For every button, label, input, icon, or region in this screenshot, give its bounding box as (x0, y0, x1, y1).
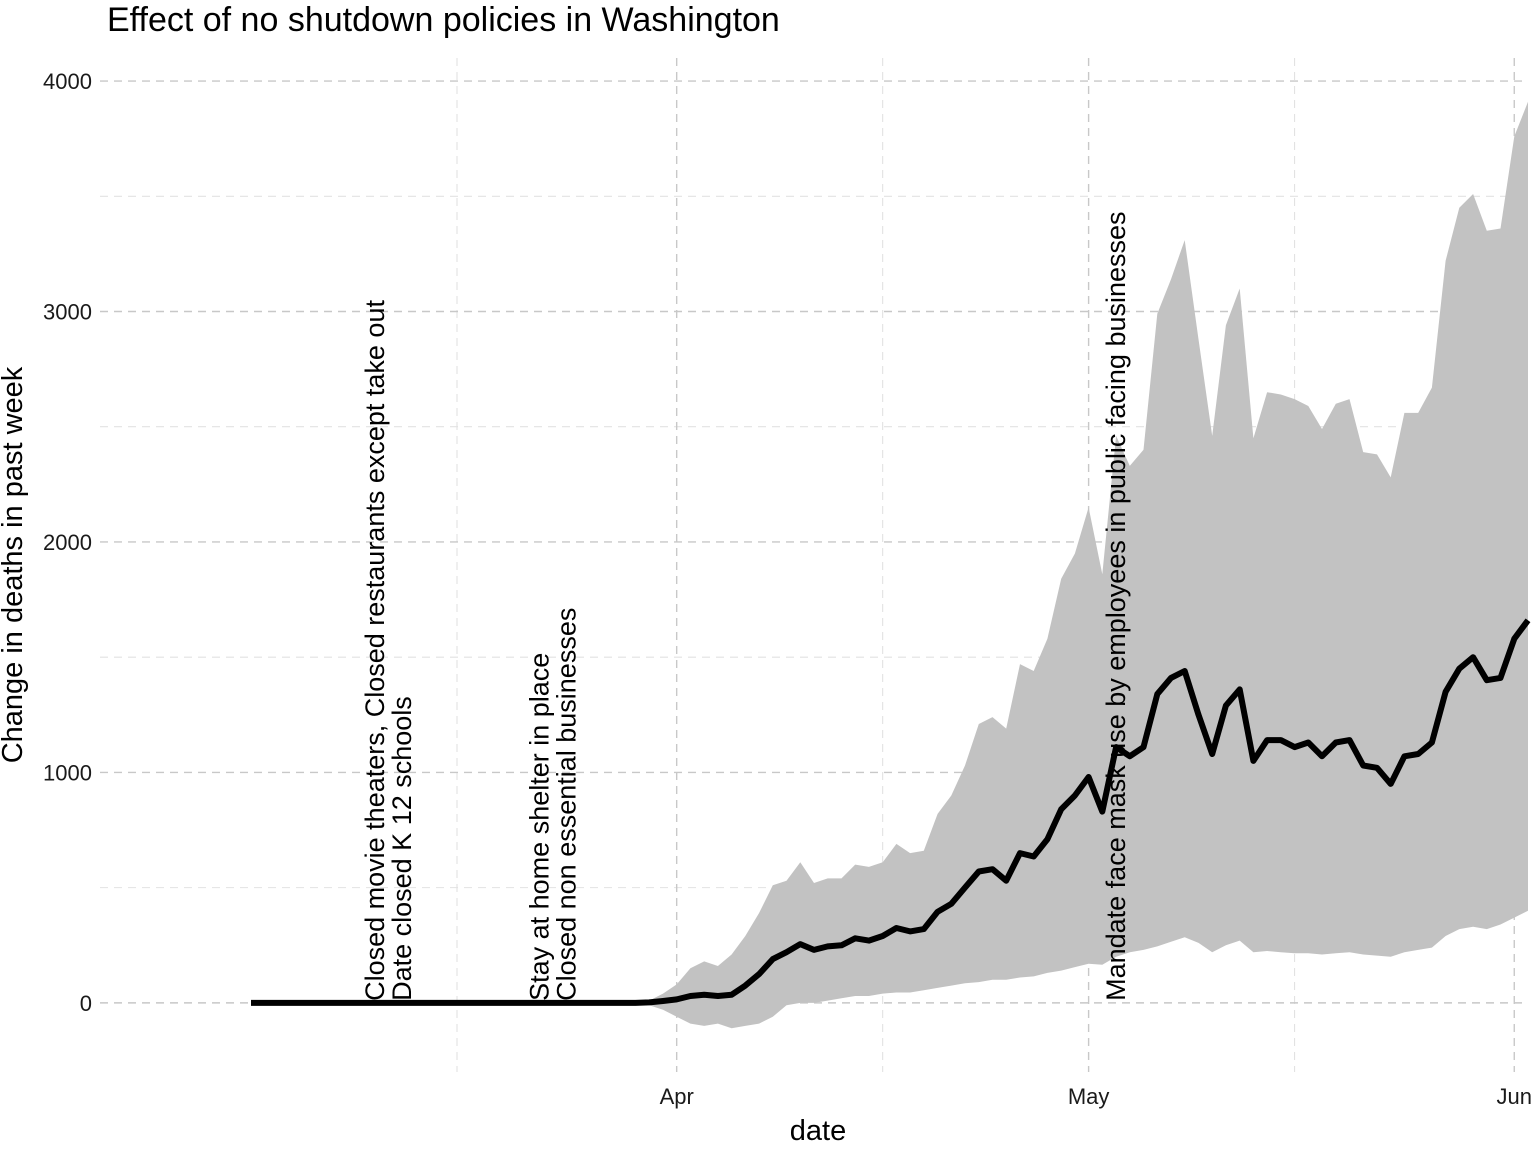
policy-annotation: Closed movie theaters, Closed restaurant… (360, 300, 390, 1001)
chart-title: Effect of no shutdown policies in Washin… (107, 1, 780, 39)
x-tick-label: May (1068, 1084, 1110, 1109)
y-axis-title: Change in deaths in past week (0, 366, 29, 763)
y-tick-label: 0 (80, 991, 92, 1016)
confidence-band (251, 101, 1528, 1029)
policy-annotation: Date closed K 12 schools (387, 696, 417, 1001)
policy-annotation: Closed non essential businesses (552, 608, 582, 1001)
tick-label-layer: 0 1000 2000 3000 4000 Apr May Jun (43, 69, 1532, 1109)
policy-annotation: Stay at home shelter in place (525, 653, 555, 1001)
annotation-layer: Closed movie theaters, Closed restaurant… (360, 211, 1131, 1000)
policy-annotation: Mandate face mask use by employees in pu… (1101, 211, 1131, 1000)
x-tick-label: Apr (660, 1084, 694, 1109)
x-tick-label: Jun (1497, 1084, 1532, 1109)
x-axis-title: date (790, 1115, 846, 1147)
band-layer (251, 101, 1528, 1029)
line-layer (251, 618, 1531, 1006)
median-line (251, 618, 1531, 1006)
y-tick-label: 3000 (43, 300, 92, 325)
y-tick-label: 1000 (43, 760, 92, 785)
y-tick-label: 2000 (43, 530, 92, 555)
y-tick-label: 4000 (43, 69, 92, 94)
